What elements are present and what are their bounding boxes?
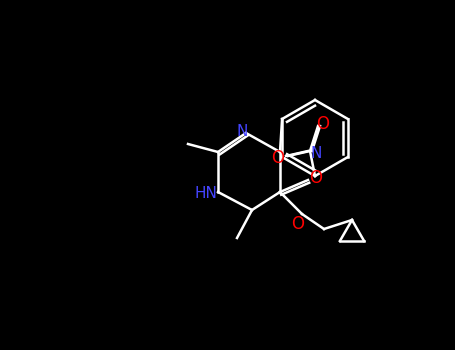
Text: O: O xyxy=(317,115,329,133)
Text: HN: HN xyxy=(195,187,217,202)
Text: O: O xyxy=(309,169,323,187)
Text: N: N xyxy=(236,124,248,139)
Text: N: N xyxy=(310,146,322,161)
Text: O: O xyxy=(272,149,284,167)
Text: O: O xyxy=(292,215,304,233)
